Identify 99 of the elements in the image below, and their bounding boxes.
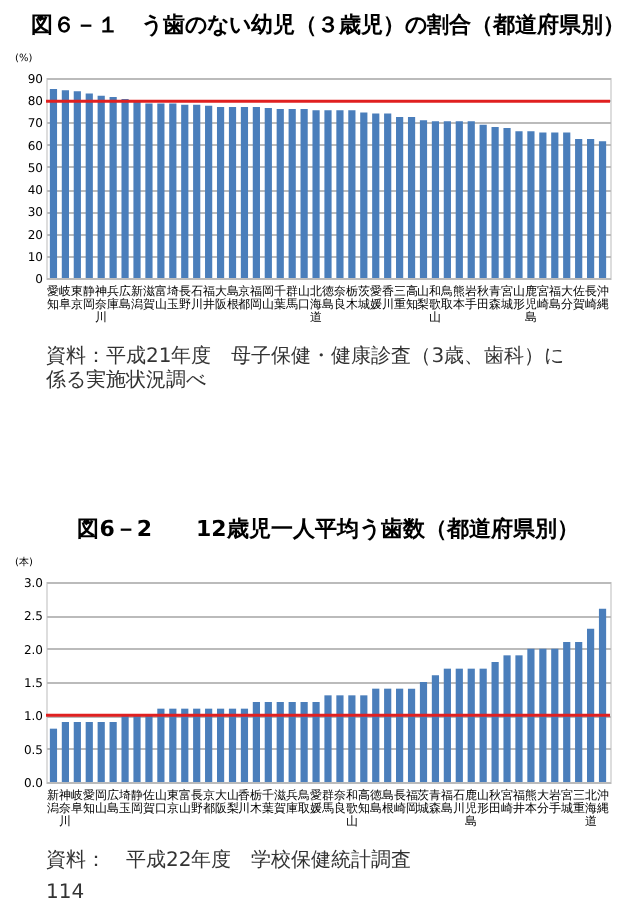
bar xyxy=(467,121,475,278)
bar xyxy=(479,668,487,782)
bar xyxy=(73,91,81,278)
bar xyxy=(443,668,451,782)
bar xyxy=(503,655,511,782)
bar xyxy=(264,108,272,278)
bar xyxy=(527,648,535,782)
bar xyxy=(216,708,225,782)
bar xyxy=(372,113,380,278)
bar xyxy=(360,112,368,278)
bar xyxy=(97,95,105,278)
bar xyxy=(384,113,392,278)
bar xyxy=(539,648,547,782)
bar xyxy=(240,708,249,782)
bar xyxy=(575,642,583,782)
bar xyxy=(133,715,141,782)
text: 114 xyxy=(46,882,85,904)
bar xyxy=(431,121,440,278)
bar xyxy=(348,695,356,782)
bar xyxy=(300,702,308,782)
bar xyxy=(396,116,404,278)
chart-title: 図6－2 12歳児一人平均う歯数（都道府県別） xyxy=(77,516,579,542)
bar xyxy=(515,131,523,278)
text: 資料： 平成22年度 学校保健統計調査 xyxy=(46,848,412,872)
bar xyxy=(85,722,93,782)
bar xyxy=(372,688,380,782)
bar xyxy=(598,608,607,782)
bar xyxy=(157,708,165,782)
bar xyxy=(276,109,284,278)
bar xyxy=(587,628,595,782)
bar xyxy=(348,110,356,278)
bar xyxy=(49,728,58,782)
bar xyxy=(491,126,499,278)
bar xyxy=(467,668,475,782)
bar xyxy=(61,90,69,278)
bar xyxy=(49,89,58,278)
bar xyxy=(384,688,392,782)
bar xyxy=(121,715,129,782)
bar xyxy=(455,121,463,278)
bar xyxy=(276,702,284,782)
bar xyxy=(431,675,440,782)
bar xyxy=(563,132,571,278)
bar xyxy=(133,101,141,278)
bar xyxy=(205,105,213,278)
bar xyxy=(300,109,308,278)
bar xyxy=(575,139,583,278)
bar xyxy=(109,722,117,782)
bar xyxy=(312,110,320,278)
bar xyxy=(479,124,487,278)
bar xyxy=(407,116,416,278)
text: 資料：平成21年度 母子保健・健康診査（3歳、歯科）に係る実施状況調べ xyxy=(46,344,565,392)
bar xyxy=(336,110,344,278)
bar xyxy=(324,110,332,278)
bar xyxy=(228,708,237,782)
bar xyxy=(193,104,201,278)
bar xyxy=(61,722,69,782)
bar xyxy=(312,702,320,782)
bar xyxy=(491,662,499,782)
bar xyxy=(336,695,344,782)
bar xyxy=(503,128,511,278)
bar xyxy=(551,648,559,782)
bar xyxy=(527,131,535,278)
bar xyxy=(407,688,416,782)
chart-title: 図６－１ う歯のない幼児（３歳児）の割合（都道府県別） xyxy=(31,12,625,38)
bar xyxy=(360,695,368,782)
bar xyxy=(205,708,213,782)
bar xyxy=(97,722,105,782)
bar xyxy=(181,104,189,278)
bar xyxy=(228,106,237,278)
bar xyxy=(169,103,177,278)
bar xyxy=(240,106,249,278)
bar xyxy=(264,702,272,782)
bar xyxy=(563,642,571,782)
bar xyxy=(419,682,428,782)
bar xyxy=(324,695,332,782)
bar xyxy=(157,103,165,278)
bar xyxy=(515,655,523,782)
bar xyxy=(193,708,201,782)
bar xyxy=(288,109,296,278)
bar xyxy=(419,120,428,278)
bar xyxy=(145,103,153,278)
bar xyxy=(539,132,547,278)
bar xyxy=(252,106,260,278)
bar xyxy=(288,702,296,782)
bar xyxy=(109,96,117,278)
bar xyxy=(169,708,177,782)
bar xyxy=(598,141,607,278)
bar xyxy=(85,93,93,278)
bar xyxy=(252,702,260,782)
bar xyxy=(121,99,129,278)
bar xyxy=(443,121,451,278)
bar xyxy=(551,132,559,278)
bar xyxy=(587,139,595,278)
bar xyxy=(145,715,153,782)
bar xyxy=(181,708,189,782)
bar xyxy=(73,722,81,782)
bar xyxy=(216,106,225,278)
bar xyxy=(396,688,404,782)
bar xyxy=(455,668,463,782)
